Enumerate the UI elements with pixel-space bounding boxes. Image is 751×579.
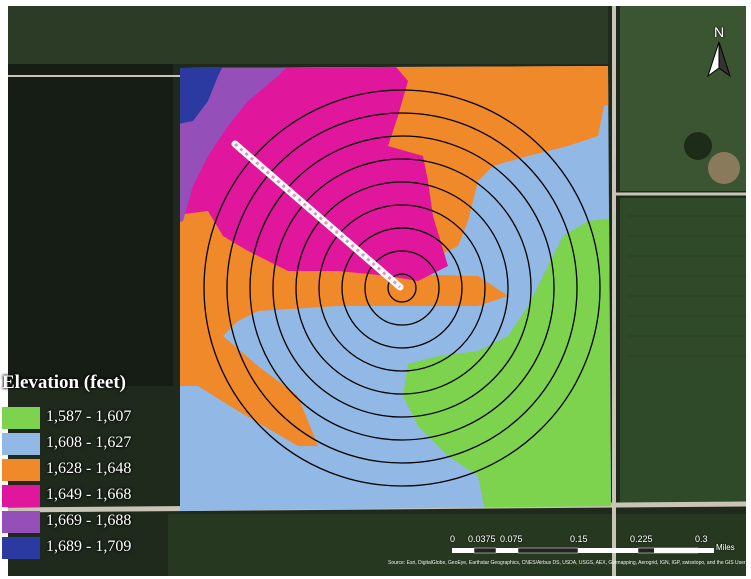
legend-swatch (2, 511, 40, 533)
scale-bar-graphic (452, 547, 714, 554)
pivot-rings (203, 89, 601, 487)
pivot-ring (364, 250, 440, 326)
scale-unit: Miles (716, 543, 735, 552)
legend-swatch (2, 407, 40, 429)
legend-label: 1,608 - 1,627 (46, 434, 132, 451)
imagery-field-south (168, 514, 746, 576)
imagery-field-nw-top (8, 6, 608, 64)
pivot-ring (341, 227, 463, 349)
scale-tick-4: 0.225 (630, 534, 653, 544)
scale-tick-5: 0.3 (695, 534, 708, 544)
legend-label: 1,628 - 1,648 (46, 460, 132, 477)
north-arrow-icon (707, 41, 731, 78)
imagery-field-west (8, 6, 173, 386)
pivot-ring (387, 273, 417, 303)
north-label: N (713, 24, 725, 40)
pivot-ring (272, 158, 532, 418)
pivot-ring (318, 204, 486, 372)
legend-swatch (2, 459, 40, 481)
zone-1587-1607 (403, 216, 611, 511)
legend-label: 1,587 - 1,607 (46, 408, 132, 425)
zone-1628-1648-mid (180, 226, 508, 446)
legend-swatch (2, 485, 40, 507)
pivot-ring (226, 112, 578, 464)
map-view[interactable]: N (8, 6, 746, 576)
attribution-text: Source: Esri, DigitalGlobe, GeoEye, Eart… (388, 560, 751, 566)
pivot-ring (295, 181, 509, 395)
pivot-lateral-towers (234, 142, 401, 289)
legend-swatch (2, 537, 40, 559)
farmstead (708, 152, 740, 184)
elevation-map (8, 6, 746, 576)
elevation-raster (180, 66, 611, 511)
legend-label: 1,689 - 1,709 (46, 538, 132, 555)
crop-rows (628, 215, 746, 357)
north-arrow: N (704, 24, 734, 94)
pivot-ring (249, 135, 555, 441)
legend-label: 1,649 - 1,668 (46, 486, 132, 503)
legend-title: Elevation (feet) (2, 372, 126, 393)
scale-tick-2: 0.075 (500, 534, 523, 544)
legend-swatch (2, 433, 40, 455)
imagery-field-se (620, 198, 746, 503)
pivot-ring (203, 89, 601, 487)
scale-tick-0: 0 (450, 534, 456, 544)
scale-tick-1: 0.0375 (468, 534, 496, 544)
farmstead-trees (684, 132, 712, 160)
zone-1689-1709 (180, 66, 233, 126)
scale-tick-3: 0.15 (570, 534, 588, 544)
scale-bar: 0 0.0375 0.075 0.15 0.225 0.3 Miles (440, 534, 735, 574)
legend-label: 1,669 - 1,688 (46, 512, 132, 529)
